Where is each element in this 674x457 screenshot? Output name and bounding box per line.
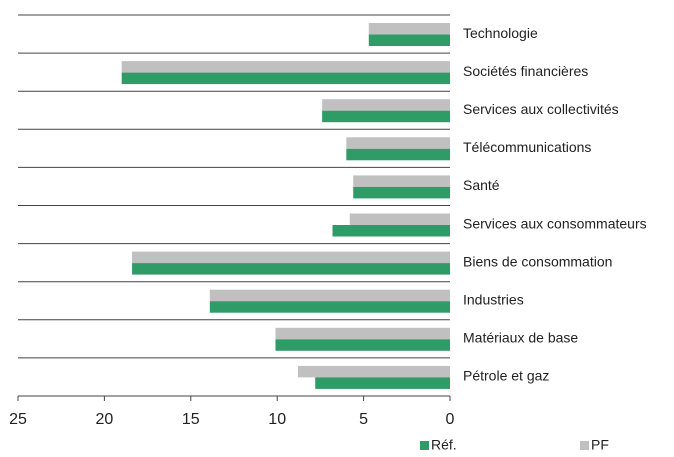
x-tick-label: 25 bbox=[9, 411, 27, 428]
bar bbox=[209, 301, 450, 313]
bar bbox=[132, 251, 450, 264]
bar bbox=[322, 110, 450, 123]
bar bbox=[275, 339, 450, 351]
legend-label: Réf. bbox=[431, 437, 457, 453]
bar bbox=[132, 263, 450, 275]
category-label: Matériaux de base bbox=[463, 330, 578, 346]
legend-label: PF bbox=[591, 437, 609, 453]
bar bbox=[332, 225, 450, 237]
x-tick-label: 20 bbox=[96, 411, 114, 428]
bar bbox=[368, 34, 450, 46]
category-label: Biens de consommation bbox=[463, 253, 612, 269]
bar bbox=[353, 186, 450, 199]
x-tick-label: 5 bbox=[359, 411, 368, 428]
legend-swatch bbox=[580, 441, 589, 450]
bar bbox=[209, 289, 450, 302]
bar bbox=[121, 72, 451, 85]
category-label: Services aux consommateurs bbox=[463, 215, 647, 231]
category-label: Télécommunications bbox=[463, 139, 591, 155]
x-tick-label: 15 bbox=[182, 411, 200, 428]
category-label: Pétrole et gaz bbox=[463, 368, 549, 384]
legend-swatch bbox=[420, 441, 429, 450]
bar bbox=[121, 61, 451, 73]
bar bbox=[368, 23, 450, 35]
bar bbox=[322, 99, 450, 111]
bar bbox=[349, 213, 450, 225]
category-label: Services aux collectivités bbox=[463, 101, 619, 117]
bar bbox=[346, 137, 450, 149]
category-label: Technologie bbox=[463, 25, 538, 41]
x-tick-label: 0 bbox=[446, 411, 455, 428]
bar bbox=[297, 365, 450, 378]
bar bbox=[353, 175, 450, 187]
category-label: Sociétés financières bbox=[463, 63, 588, 79]
bar bbox=[275, 327, 450, 340]
bar bbox=[315, 377, 450, 389]
x-tick-label: 10 bbox=[268, 411, 286, 428]
category-label: Industries bbox=[463, 291, 524, 307]
bar bbox=[346, 148, 450, 161]
category-label: Santé bbox=[463, 177, 500, 193]
